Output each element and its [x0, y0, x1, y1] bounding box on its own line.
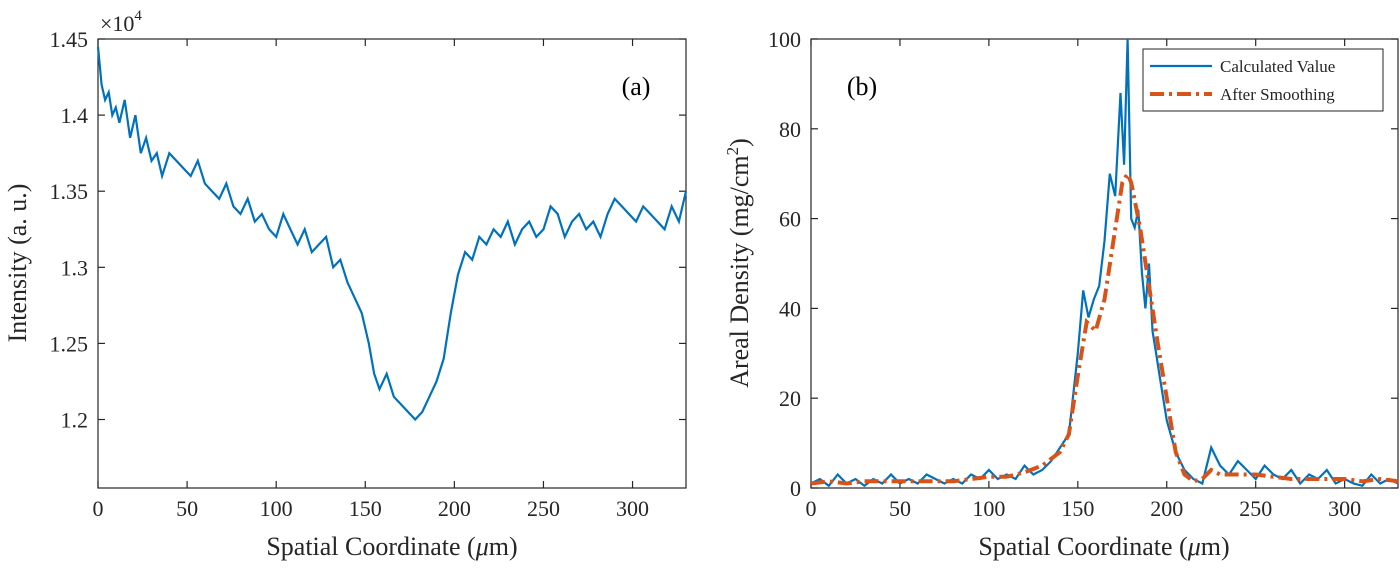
panel-b-xtick-label: 100 [972, 496, 1005, 521]
panel-a-xtick-label: 250 [527, 496, 560, 521]
panel-a-xlabel-end: m) [489, 532, 518, 561]
panel-b-xtick-label: 150 [1061, 496, 1094, 521]
panel-b-ylabel: Areal Density (mg/cm2) [723, 138, 754, 388]
panel-a-ytick-label: 1.2 [61, 408, 89, 433]
panel-a-ticks [97, 38, 686, 488]
panel-b-xtick-label: 200 [1150, 496, 1183, 521]
panel-b-xtick-label: 50 [889, 496, 911, 521]
panel-a-ytick-label: 1.25 [50, 331, 89, 356]
legend-box [1142, 48, 1384, 112]
panel-a-ytick-label: 1.45 [50, 27, 89, 52]
panel-b-xlabel-end: m) [1201, 532, 1230, 561]
panel-b-label: (b) [847, 72, 877, 101]
panel-a-ytick-label: 1.4 [61, 103, 89, 128]
panel-a-xtick-label: 0 [93, 496, 104, 521]
panel-b-xtick-label: 300 [1328, 496, 1361, 521]
panel-b-ytick-label: 0 [790, 476, 801, 501]
panel-b-ylabel-main: Areal Density (mg/cm [725, 155, 754, 388]
panel-a-xlabel: Spatial Coordinate (μm) [266, 532, 517, 561]
panel-b-tick-labels: 0 50 100 150 200 250 300 0 20 40 60 80 100 [768, 27, 1361, 521]
panel-a-ylabel: Intensity (a. u.) [3, 184, 32, 343]
panel-b-ylabel-sup: 2 [723, 147, 742, 156]
panel-b-ytick-label: 20 [779, 386, 801, 411]
legend-after-smoothing-label: After Smoothing [1220, 85, 1335, 104]
panel-a-xtick-label: 100 [260, 496, 293, 521]
panel-b-xtick-label: 250 [1239, 496, 1272, 521]
panel-b-ytick-label: 100 [768, 27, 801, 52]
panel-b-ytick-label: 60 [779, 207, 801, 232]
panel-b-calculated-value-line [810, 38, 1399, 488]
panel-a-xtick-label: 50 [176, 496, 198, 521]
panel-b-areal-density-chart: 0 50 100 150 200 250 300 0 20 40 60 80 100 (b) Calcu… [723, 27, 1399, 561]
panel-b-xlabel-main: Spatial Coordinate ( [978, 532, 1187, 561]
panel-a-xlabel-main: Spatial Coordinate ( [266, 532, 475, 561]
panel-a-xtick-label: 200 [438, 496, 471, 521]
panel-a-axes-frame [97, 38, 687, 489]
panel-a-intensity-line [96, 46, 688, 422]
panel-b-ylabel-end: ) [725, 138, 754, 147]
panel-a-intensity-chart: 0 50 100 150 200 250 3001.21.251.31.351.41.45 … [3, 8, 688, 561]
legend-calculated-value-label: Calculated Value [1220, 57, 1335, 76]
panel-a-exponent: ×104 [100, 8, 142, 36]
panel-b-legend: Calculated Value After Smoothing [1142, 48, 1384, 112]
panel-b-ytick-label: 80 [779, 117, 801, 142]
panel-a-ytick-label: 1.3 [61, 255, 89, 280]
panel-a-exponent-base: ×10 [100, 11, 134, 36]
panel-a-xtick-label: 150 [349, 496, 382, 521]
panel-b-after-smoothing-line [810, 169, 1399, 486]
panel-b-xlabel: Spatial Coordinate (μm) [978, 532, 1229, 561]
panel-a-xtick-label: 300 [616, 496, 649, 521]
panel-b-xtick-label: 0 [806, 496, 817, 521]
panel-a-ytick-label: 1.35 [50, 179, 89, 204]
panel-b-ytick-label: 40 [779, 296, 801, 321]
panel-b-axes-frame [810, 38, 1399, 489]
panel-a-xlabel-unit: μ [475, 532, 489, 561]
panel-a-tick-labels: 0 50 100 150 200 250 300 1.2 1.25 1.3 1.35 1.4 1.45 [50, 27, 650, 521]
panel-b-xlabel-unit: μ [1187, 532, 1201, 561]
panel-a-exponent-power: 4 [134, 8, 142, 24]
panel-a-label: (a) [622, 72, 651, 101]
